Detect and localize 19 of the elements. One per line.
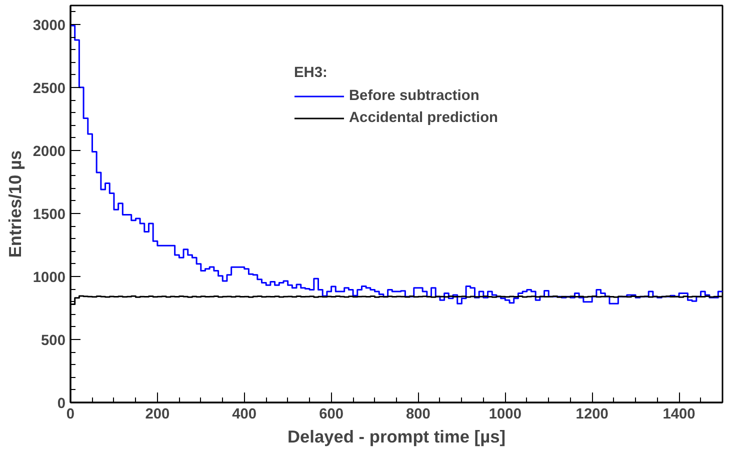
x-tick-label: 800 bbox=[406, 406, 430, 422]
legend-label: Accidental prediction bbox=[348, 110, 498, 126]
x-tick-label: 1200 bbox=[576, 406, 608, 422]
x-tick-label: 200 bbox=[145, 406, 170, 422]
y-tick-label: 1000 bbox=[32, 270, 66, 286]
x-tick-label: 400 bbox=[232, 406, 257, 422]
y-axis-title: Entries/10 µs bbox=[4, 150, 25, 258]
x-tick-label: 1400 bbox=[662, 406, 696, 422]
y-tick-label: 3000 bbox=[32, 18, 66, 34]
y-tick-label: 1500 bbox=[32, 206, 66, 223]
x-tick-label: 600 bbox=[319, 406, 344, 422]
y-tick-label: 2000 bbox=[32, 144, 66, 160]
y-tick-label: 500 bbox=[41, 332, 66, 349]
x-axis-title: Delayed - prompt time [µs] bbox=[288, 426, 506, 446]
x-tick-label: 1000 bbox=[488, 406, 522, 422]
legend-title: EH3: bbox=[294, 65, 328, 81]
legend-label: Before subtraction bbox=[348, 88, 480, 104]
y-tick-label: 2500 bbox=[32, 80, 66, 97]
y-tick-label: 0 bbox=[57, 396, 66, 412]
